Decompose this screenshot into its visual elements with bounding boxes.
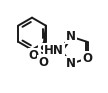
Text: N: N bbox=[66, 57, 76, 70]
Text: O: O bbox=[38, 56, 48, 69]
Text: HN: HN bbox=[44, 44, 64, 57]
Text: O: O bbox=[82, 52, 92, 65]
Text: S: S bbox=[39, 44, 47, 57]
Text: O: O bbox=[29, 49, 39, 62]
Text: N: N bbox=[66, 30, 76, 43]
